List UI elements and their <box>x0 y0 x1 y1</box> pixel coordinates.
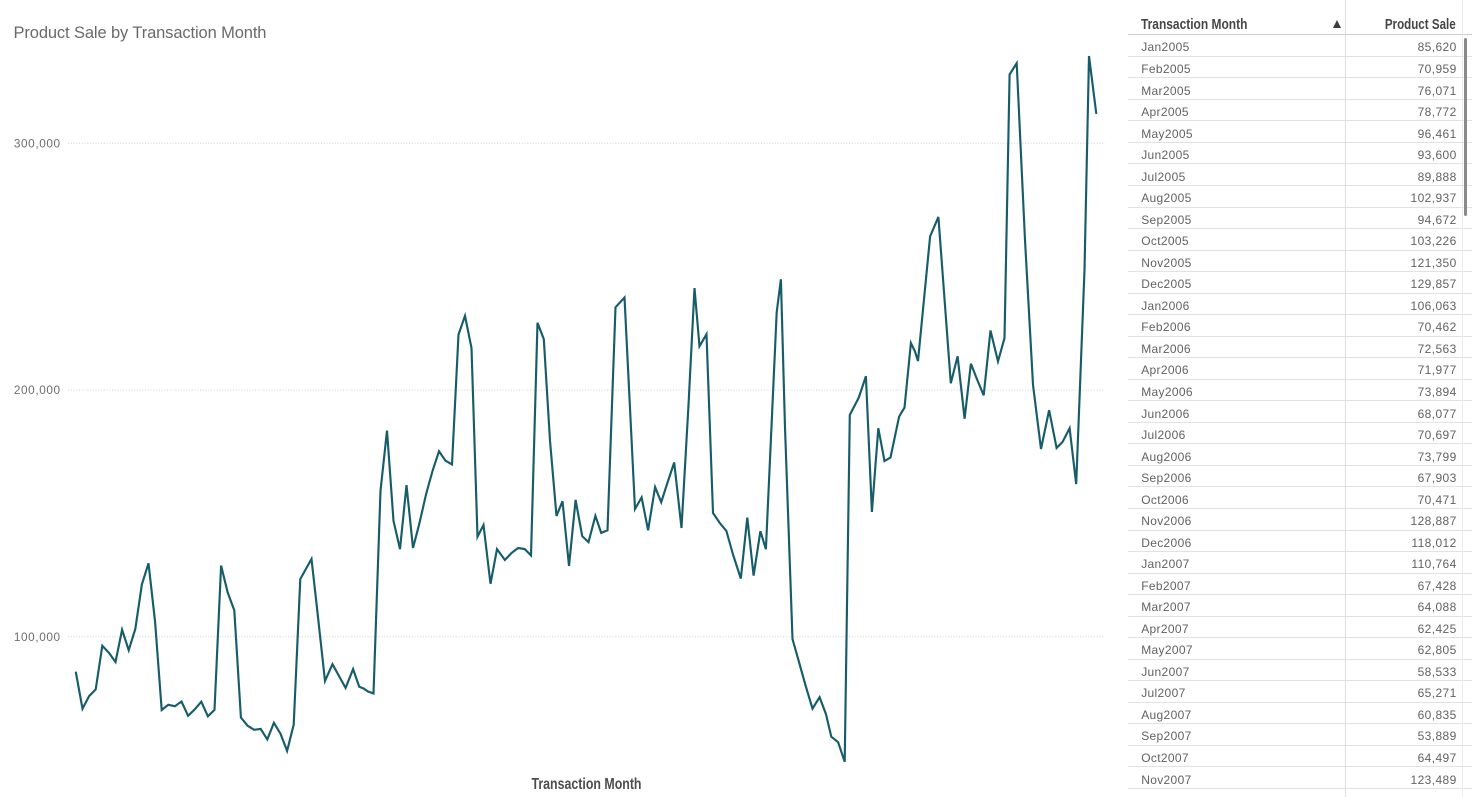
svg-text:300,000: 300,000 <box>14 136 61 150</box>
svg-text:200,000: 200,000 <box>14 383 61 397</box>
svg-text:100,000: 100,000 <box>14 630 61 644</box>
